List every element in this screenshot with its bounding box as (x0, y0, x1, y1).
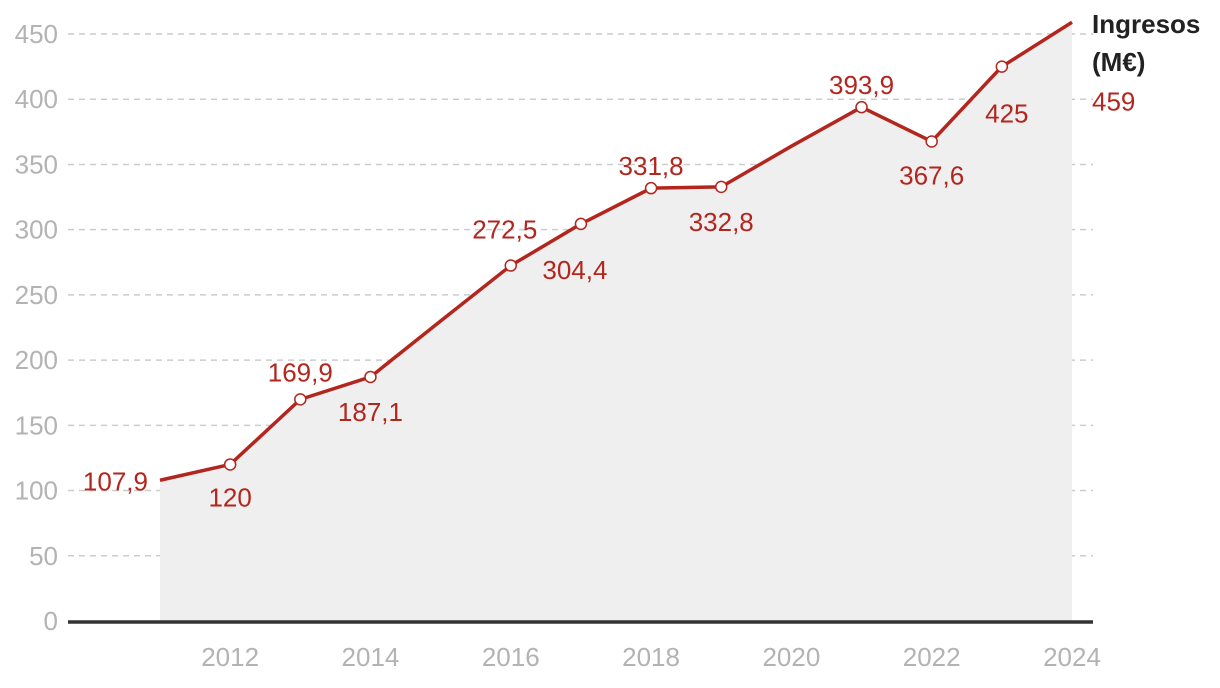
data-label: 187,1 (338, 397, 403, 427)
data-point-marker (925, 135, 938, 148)
data-label: 367,6 (899, 160, 964, 190)
data-label: 120 (208, 482, 251, 512)
series-name-label: Ingresos (M€) (1092, 9, 1200, 77)
x-tick-label: 2024 (1043, 642, 1101, 672)
area-fill (160, 22, 1072, 621)
y-tick-label: 0 (44, 606, 58, 636)
y-tick-label: 50 (29, 541, 58, 571)
x-tick-label: 2014 (342, 642, 400, 672)
data-point-marker (223, 458, 237, 471)
x-tick-label: 2016 (482, 642, 540, 672)
data-label: 107,9 (83, 466, 148, 496)
data-point-marker (995, 60, 1009, 73)
data-label: 425 (985, 99, 1028, 129)
y-tick-labels: 0 50 100 150 200 250 300 350 400 450 (15, 19, 58, 636)
data-label: 332,8 (689, 207, 754, 237)
data-point-marker (855, 100, 868, 114)
x-tick-label: 2012 (201, 642, 259, 672)
y-tick-label: 350 (15, 149, 58, 179)
x-tick-label: 2020 (762, 642, 820, 672)
data-point-marker (714, 180, 728, 194)
data-label: 169,9 (268, 357, 333, 387)
data-point-marker (644, 181, 658, 195)
data-point-marker (574, 217, 588, 231)
x-tick-label: 2018 (622, 642, 680, 672)
data-point-marker (364, 370, 377, 384)
series-line (159, 20, 1073, 482)
data-label: 331,8 (619, 151, 684, 181)
series-name-line: (M€) (1092, 47, 1145, 77)
data-label: 272,5 (472, 215, 537, 245)
series-name-line: Ingresos (1092, 9, 1200, 39)
y-tick-label: 150 (15, 410, 58, 440)
y-tick-label: 450 (15, 19, 58, 49)
y-tick-label: 100 (15, 476, 58, 506)
data-label: 459 (1092, 86, 1135, 116)
data-point-marker (504, 259, 518, 272)
y-tick-label: 400 (15, 84, 58, 114)
x-tick-labels: 2012 2014 2016 2018 2020 2022 2024 (201, 642, 1101, 672)
data-markers (223, 60, 1009, 471)
y-tick-label: 300 (15, 215, 58, 245)
data-point-marker (294, 393, 307, 406)
x-tick-label: 2022 (903, 642, 961, 672)
data-label: 393,9 (829, 70, 894, 100)
data-label: 304,4 (542, 255, 607, 285)
y-tick-label: 200 (15, 345, 58, 375)
y-tick-label: 250 (15, 280, 58, 310)
